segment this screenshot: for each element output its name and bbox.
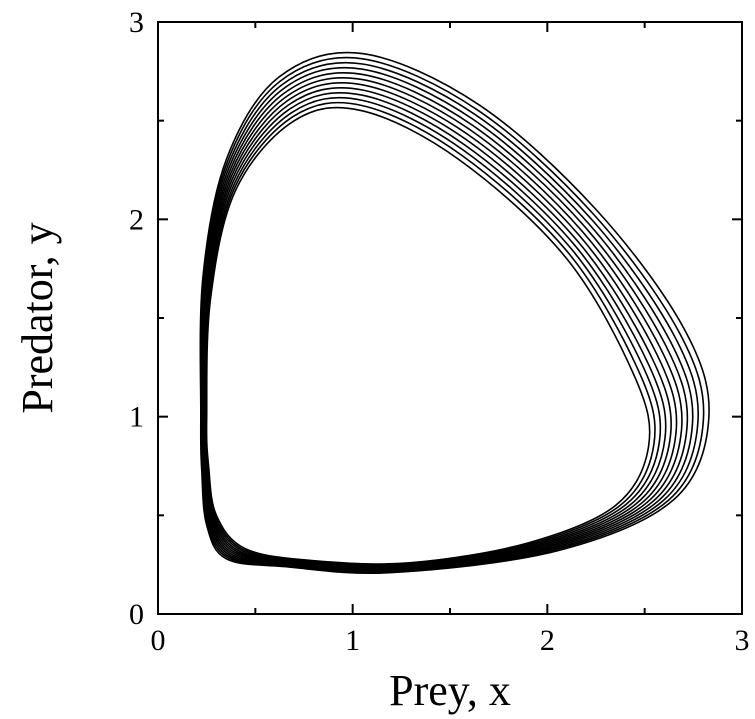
x-tick-label: 0: [151, 624, 166, 657]
orbit-band: [199, 51, 710, 575]
orbit-line: [203, 82, 678, 569]
orbit-line: [200, 56, 705, 574]
x-tick-label: 2: [540, 624, 555, 657]
orbit-line: [204, 92, 667, 568]
axis-ticks: [157, 21, 743, 615]
orbit-line: [203, 86, 672, 569]
y-axis-label: Predator, y: [13, 222, 62, 413]
x-tick-label: 1: [345, 624, 360, 657]
y-tick-label: 1: [129, 401, 144, 434]
orbit-line: [199, 51, 710, 575]
y-tick-label: 3: [129, 6, 144, 39]
orbit-line: [202, 76, 683, 570]
y-tick-label: 2: [129, 203, 144, 236]
x-axis-label: Prey, x: [389, 666, 511, 715]
orbit-line: [205, 106, 651, 565]
orbit-line: [204, 96, 662, 567]
orbit-line: [200, 61, 700, 573]
tick-labels: 0 1 2 3 0 1 2 3: [129, 6, 750, 657]
orbit-line: [201, 71, 689, 571]
orbit-line: [201, 66, 694, 572]
x-tick-label: 3: [735, 624, 750, 657]
orbit-line: [205, 101, 656, 566]
y-tick-label: 0: [129, 598, 144, 631]
